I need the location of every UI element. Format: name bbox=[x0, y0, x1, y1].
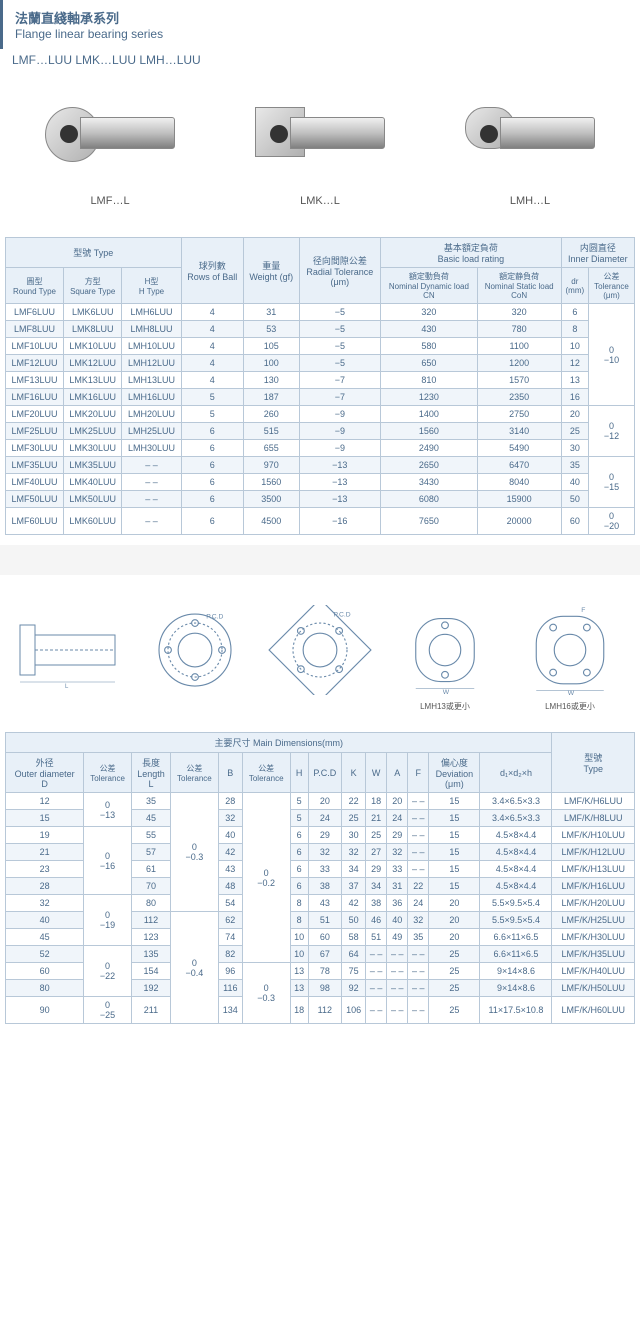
th-inner-dia: 内圆直径Inner Diameter bbox=[561, 238, 634, 268]
table-row: LMF25LUULMK25LUULMH25LUU6515−91560314025 bbox=[6, 423, 635, 440]
product-images-row: LMF…L LMK…L LMH…L bbox=[0, 67, 640, 227]
table-row: LMF50LUULMK50LUU– –63500−1360801590050 bbox=[6, 491, 635, 508]
table-row: LMF16LUULMK16LUULMH16LUU5187−71230235016 bbox=[6, 389, 635, 406]
th-stat-load: 額定静負荷Nominal Static loadCoN bbox=[477, 268, 561, 304]
th-a: A bbox=[387, 753, 408, 793]
title-english: Flange linear bearing series bbox=[15, 27, 628, 41]
th-basic-load: 基本額定負荷Basic load rating bbox=[381, 238, 562, 268]
table-row: LMF40LUULMK40LUU– –61560−133430804040 bbox=[6, 474, 635, 491]
diagram-side-view: L bbox=[10, 605, 130, 712]
table-row: 520−2213582106764– –– –– –256.6×11×6.5LM… bbox=[6, 946, 635, 963]
page-header: 法蘭直綫軸承系列 Flange linear bearing series bbox=[0, 0, 640, 49]
product-label-lmh: LMH…L bbox=[430, 195, 630, 207]
svg-text:W: W bbox=[443, 689, 450, 695]
table-row: 900−2521113418112106– –– –– –2511×17.5×1… bbox=[6, 997, 635, 1024]
th-k: K bbox=[342, 753, 366, 793]
table-row: LMF35LUULMK35LUU– –6970−1326506470350−15 bbox=[6, 457, 635, 474]
th-type: 型號 Type bbox=[6, 238, 182, 268]
diagram-h-flange-small: W LMH13或更小 bbox=[385, 605, 505, 712]
th-main-dims: 主要尺寸 Main Dimensions(mm) bbox=[6, 733, 552, 753]
th-h: H型H Type bbox=[122, 268, 181, 304]
table-row: 120−13350−0.3280−0.2520221820– –153.4×6.… bbox=[6, 793, 635, 810]
table-row: LMF20LUULMK20LUULMH20LUU5260−91400275020… bbox=[6, 406, 635, 423]
th-od-tol: 公差Tolerance bbox=[84, 753, 132, 793]
svg-text:P.C.D: P.C.D bbox=[334, 611, 351, 618]
table-row: LMF10LUULMK10LUULMH10LUU4105−5580110010 bbox=[6, 338, 635, 355]
th-dr: dr(mm) bbox=[561, 268, 588, 304]
th-b-tol: 公差Tolerance bbox=[242, 753, 290, 793]
th-h2: H bbox=[290, 753, 308, 793]
title-chinese: 法蘭直綫軸承系列 bbox=[15, 8, 628, 27]
th-len: 長度LengthL bbox=[131, 753, 170, 793]
svg-text:P.C.D: P.C.D bbox=[206, 614, 223, 621]
th-round: 圓型Round Type bbox=[6, 268, 64, 304]
table-row: 190−165540629302529– –154.5×8×4.4LMF/K/H… bbox=[6, 827, 635, 844]
product-label-lmk: LMK…L bbox=[220, 195, 420, 207]
th-od: 外径Outer diameterD bbox=[6, 753, 84, 793]
diagram-label-lmh16: LMH16或更小 bbox=[510, 701, 630, 712]
th-ddh: d₁×d₂×h bbox=[480, 753, 552, 793]
svg-text:W: W bbox=[568, 690, 575, 695]
product-lmk: LMK…L bbox=[220, 87, 420, 207]
th-pcd: P.C.D bbox=[308, 753, 341, 793]
technical-diagrams: L P.C.D P.C.D bbox=[0, 575, 640, 722]
th-len-tol: 公差Tolerance bbox=[171, 753, 219, 793]
diagram-square-flange: P.C.D bbox=[260, 605, 380, 712]
table-row: LMF8LUULMK8LUULMH8LUU453−54307808 bbox=[6, 321, 635, 338]
th-square: 方型Square Type bbox=[63, 268, 122, 304]
spec-table-1: 型號 Type 球列數Rows of Ball 重量Weight (gf) 径向… bbox=[5, 237, 635, 535]
th-b: B bbox=[218, 753, 242, 793]
table-row: 320−19805484342383624205.5×9.5×5.4LMF/K/… bbox=[6, 895, 635, 912]
svg-text:L: L bbox=[65, 684, 69, 690]
th-weight: 重量Weight (gf) bbox=[244, 238, 299, 304]
product-label-lmf: LMF…L bbox=[10, 195, 210, 207]
th-rows-ball: 球列數Rows of Ball bbox=[181, 238, 243, 304]
th-w: W bbox=[366, 753, 387, 793]
table-row: LMF13LUULMK13LUULMH13LUU4130−7810157013 bbox=[6, 372, 635, 389]
th-type2: 型號Type bbox=[552, 733, 635, 793]
table-row: LMF6LUULMK6LUULMH6LUU431−532032060−10 bbox=[6, 304, 635, 321]
diagram-round-flange: P.C.D bbox=[135, 605, 255, 712]
svg-text:F: F bbox=[581, 607, 585, 614]
th-radial-tol: 径向間隙公差Radial Tolerance(μm) bbox=[299, 238, 381, 304]
th-f: F bbox=[408, 753, 429, 793]
th-dev: 偏心度Deviation(μm) bbox=[429, 753, 480, 793]
product-lmh: LMH…L bbox=[430, 87, 630, 207]
diagram-label-lmh13: LMH13或更小 bbox=[385, 701, 505, 712]
spec-table-2: 主要尺寸 Main Dimensions(mm) 型號Type 外径Outer … bbox=[5, 732, 635, 1024]
table-row: LMF60LUULMK60LUU– –64500−16765020000600−… bbox=[6, 508, 635, 535]
th-dyn-load: 額定動負荷Nominal Dynamic loadCN bbox=[381, 268, 478, 304]
diagram-h-flange-large: W F LMH16或更小 bbox=[510, 605, 630, 712]
table-row: LMF12LUULMK12LUULMH12LUU4100−5650120012 bbox=[6, 355, 635, 372]
product-lmf: LMF…L bbox=[10, 87, 210, 207]
table-row: LMF30LUULMK30LUULMH30LUU6655−92490549030 bbox=[6, 440, 635, 457]
subtitle-models: LMF…LUU LMK…LUU LMH…LUU bbox=[0, 53, 640, 67]
th-tol: 公差Tolerance(μm) bbox=[589, 268, 635, 304]
